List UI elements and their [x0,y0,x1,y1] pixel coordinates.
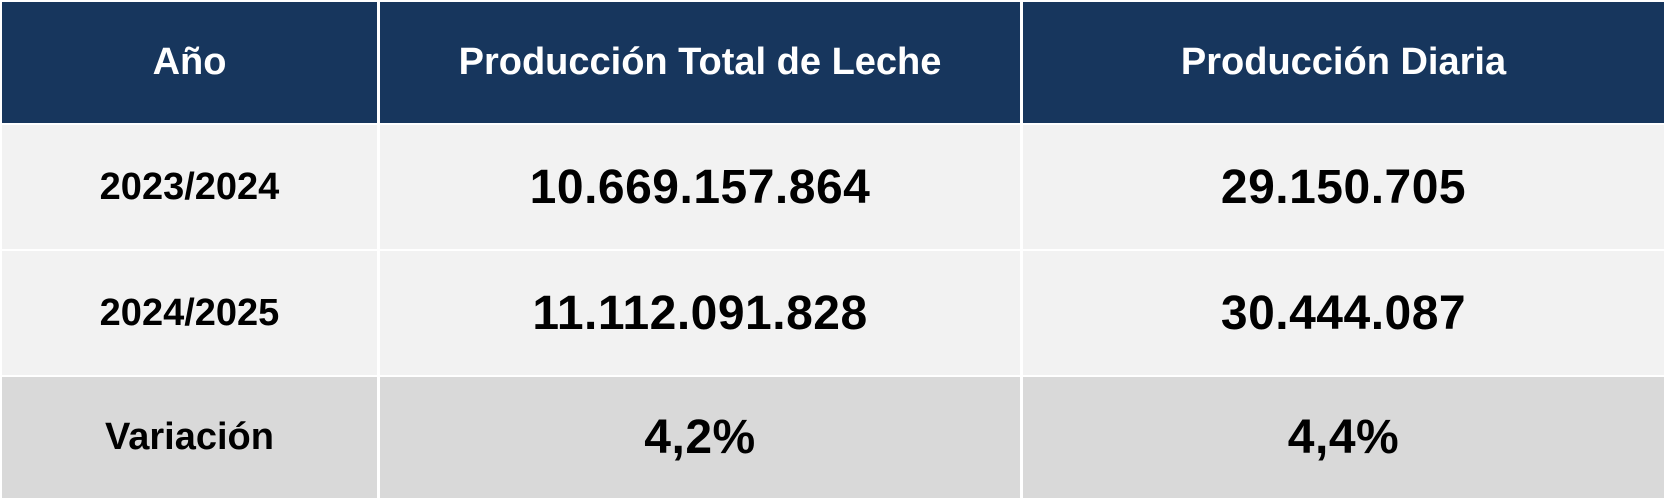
row-2023-2024-year: 2023/2024 [2,125,377,249]
row-2024-2025-daily: 30.444.087 [1023,251,1664,375]
header-total-production: Producción Total de Leche [380,2,1020,123]
row-2023-2024-total: 10.669.157.864 [380,125,1020,249]
row-2023-2024-daily: 29.150.705 [1023,125,1664,249]
row-variation-label: Variación [2,377,377,498]
header-year: Año [2,2,377,123]
row-variation-total: 4,2% [380,377,1020,498]
row-variation-daily: 4,4% [1023,377,1664,498]
header-daily-production: Producción Diaria [1023,2,1664,123]
row-2024-2025-total: 11.112.091.828 [380,251,1020,375]
row-2024-2025-year: 2024/2025 [2,251,377,375]
